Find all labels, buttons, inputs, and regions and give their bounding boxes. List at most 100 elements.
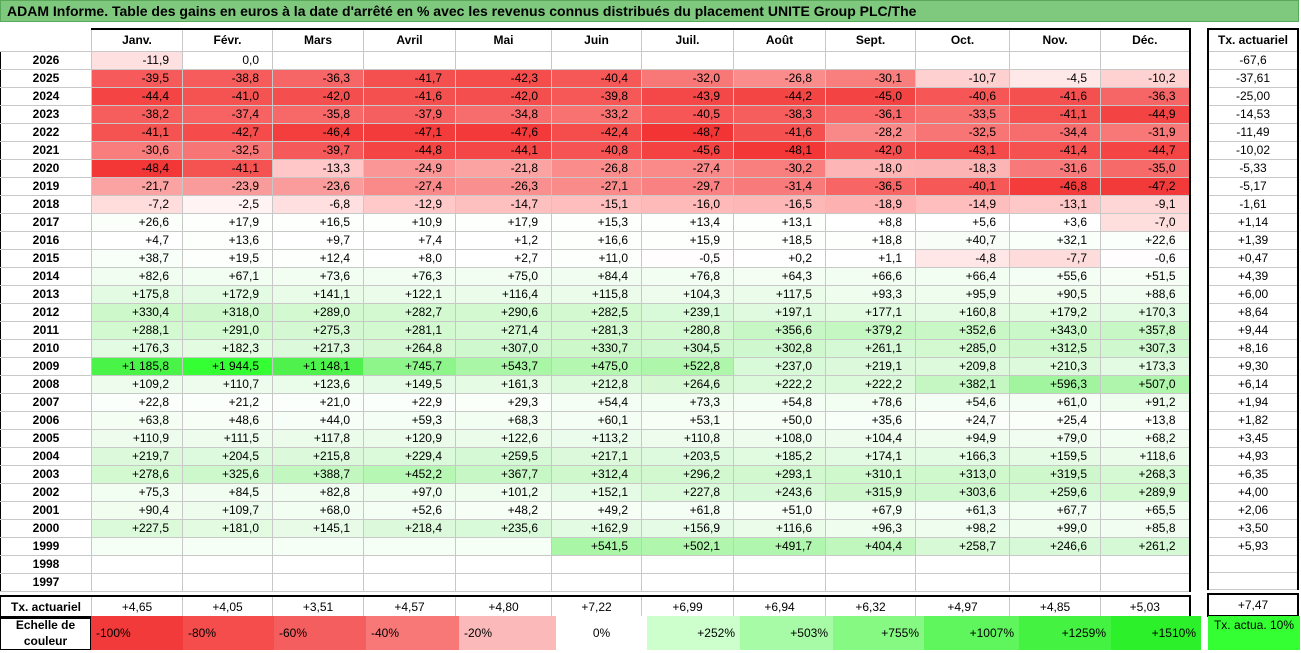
annual-rate-cell: +6,35: [1207, 464, 1299, 484]
gain-cell: [915, 554, 1010, 574]
gain-cell: +1,1: [825, 248, 916, 268]
gain-cell: +95,9: [915, 284, 1010, 304]
gain-cell: +68,2: [1100, 428, 1191, 448]
gain-cell: [825, 572, 916, 592]
gain-cell: +24,7: [915, 410, 1010, 430]
gain-cell: +96,3: [825, 518, 916, 538]
gain-cell: +11,0: [551, 248, 642, 268]
gain-cell: -40,4: [551, 68, 642, 88]
annual-rate-cell: +4,93: [1207, 446, 1299, 466]
actuarial-month-cell: +6,94: [733, 595, 826, 619]
gain-cell: -26,8: [551, 158, 642, 178]
gain-cell: -41,6: [733, 122, 826, 142]
gain-cell: +0,2: [733, 248, 826, 268]
gain-cell: -44,7: [1100, 140, 1191, 160]
gain-cell: +382,1: [915, 374, 1010, 394]
annual-rate-cell: +0,47: [1207, 248, 1299, 268]
gain-cell: -32,0: [641, 68, 734, 88]
month-header: Mai: [455, 28, 552, 52]
report-title: ADAM Informe. Table des gains en euros à…: [0, 0, 1299, 22]
gains-table: Janv. Févr. Mars Avril Mai Juin Juil. Août Sept.…: [0, 28, 1191, 619]
year-label: 2015: [0, 248, 92, 268]
gain-cell: +210,3: [1009, 356, 1101, 376]
year-label: 2019: [0, 176, 92, 196]
gain-cell: +15,3: [551, 212, 642, 232]
gain-cell: +3,6: [1009, 212, 1101, 232]
gain-cell: +61,0: [1009, 392, 1101, 412]
gain-cell: [825, 554, 916, 574]
gain-cell: +116,6: [733, 518, 826, 538]
gain-cell: -46,4: [272, 122, 364, 142]
gain-cell: -32,5: [182, 140, 273, 160]
gain-cell: +49,2: [551, 500, 642, 520]
gain-cell: -31,4: [733, 176, 826, 196]
gain-cell: +54,8: [733, 392, 826, 412]
gain-cell: -41,1: [91, 122, 183, 142]
year-label: 2004: [0, 446, 92, 466]
year-label: 2020: [0, 158, 92, 178]
gain-cell: +745,7: [363, 356, 456, 376]
gain-cell: +73,6: [272, 266, 364, 286]
month-header: Nov.: [1009, 28, 1101, 52]
gain-cell: +235,6: [455, 518, 552, 538]
gain-cell: [915, 50, 1010, 70]
gain-cell: +117,8: [272, 428, 364, 448]
gain-cell: +303,6: [915, 482, 1010, 502]
table-row: 2004 +219,7 +204,5 +215,8 +229,4 +259,5 +217,1…: [0, 446, 1191, 466]
gain-cell: +85,8: [1100, 518, 1191, 538]
annual-rate-cell: +1,14: [1207, 212, 1299, 232]
gain-cell: -21,8: [455, 158, 552, 178]
gain-cell: +176,3: [91, 338, 183, 358]
actuarial-month-cell: +4,57: [363, 595, 456, 619]
gain-cell: -40,1: [915, 176, 1010, 196]
year-label: 2014: [0, 266, 92, 286]
gain-cell: +271,4: [455, 320, 552, 340]
gain-cell: -42,4: [551, 122, 642, 142]
gain-cell: -7,7: [1009, 248, 1101, 268]
gain-cell: +101,2: [455, 482, 552, 502]
gain-cell: -12,9: [363, 194, 456, 214]
side-header: Tx. actuariel: [1207, 28, 1299, 52]
annual-rate-cell: +3,45: [1207, 428, 1299, 448]
gain-cell: -40,6: [915, 86, 1010, 106]
month-header: Oct.: [915, 28, 1010, 52]
color-scale-swatch: -100%: [91, 616, 183, 650]
table-row: 1999 +541,5 +502,1 +491,7 +404,4 +258,7 +246,6…: [0, 536, 1191, 556]
gain-cell: +204,5: [182, 446, 273, 466]
month-header: Juil.: [641, 28, 734, 52]
gain-cell: +222,2: [733, 374, 826, 394]
year-label: 2024: [0, 86, 92, 106]
year-label: 1997: [0, 572, 92, 592]
gain-cell: -45,6: [641, 140, 734, 160]
gain-cell: +76,3: [363, 266, 456, 286]
gain-cell: [733, 554, 826, 574]
table-row: 2003 +278,6 +325,6 +388,7 +452,2 +367,7 +312,4…: [0, 464, 1191, 484]
gain-cell: +9,7: [272, 230, 364, 250]
gain-cell: +12,4: [272, 248, 364, 268]
gain-cell: [455, 572, 552, 592]
gain-cell: +159,5: [1009, 446, 1101, 466]
annual-rate-cell: +1,82: [1207, 410, 1299, 430]
actuarial-month-cell: +4,65: [91, 595, 183, 619]
gain-cell: +63,8: [91, 410, 183, 430]
table-row: 2019 -21,7 -23,9 -23,6 -27,4 -26,3 -27,1 -29,7-…: [0, 176, 1191, 196]
gain-cell: +67,1: [182, 266, 273, 286]
gain-cell: [182, 536, 273, 556]
gain-cell: +22,9: [363, 392, 456, 412]
month-header: Janv.: [91, 28, 183, 52]
gain-cell: +17,9: [455, 212, 552, 232]
gain-cell: +312,5: [1009, 338, 1101, 358]
gain-cell: -21,7: [91, 176, 183, 196]
year-label: 2010: [0, 338, 92, 358]
year-label: 2000: [0, 518, 92, 538]
gain-cell: -35,0: [1100, 158, 1191, 178]
gain-cell: +162,9: [551, 518, 642, 538]
table-row: 2010 +176,3 +182,3 +217,3 +264,8 +307,0 +330,7…: [0, 338, 1191, 358]
gain-cell: -36,5: [825, 176, 916, 196]
gain-cell: -24,9: [363, 158, 456, 178]
gain-cell: [363, 536, 456, 556]
gain-cell: +44,0: [272, 410, 364, 430]
gain-cell: [1100, 554, 1191, 574]
year-label: 2012: [0, 302, 92, 322]
gain-cell: [363, 554, 456, 574]
